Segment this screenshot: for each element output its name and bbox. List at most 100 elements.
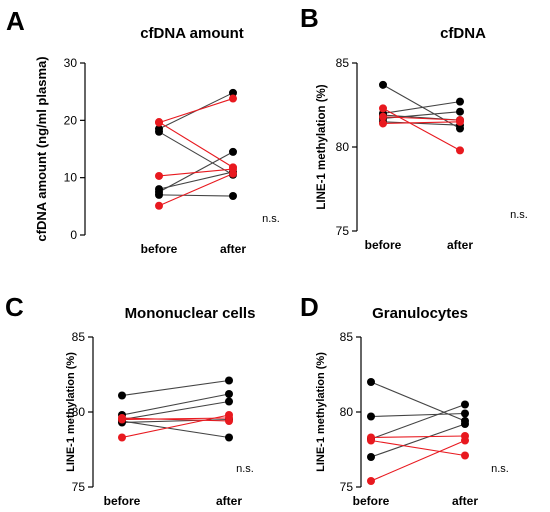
panel-a-data-point [155,190,163,199]
panel-c-y-tick-label: 85 [72,330,86,344]
panel-d-letter: D [300,292,319,322]
panel-a-annotation: n.s. [262,213,280,225]
panel-a-data-point [229,169,237,178]
panel-b-series-line [382,121,461,126]
panel-a-data-point [155,171,163,180]
panel-a-data-point [229,192,237,201]
panel-b-data-point [456,146,464,155]
panel-c-title: Mononuclear cells [125,305,256,322]
panel-a-letter: A [6,6,25,36]
panel-a-series-line [158,171,234,190]
panel-c-x-category-label: before [104,494,141,508]
panel-c-series-line [121,417,230,422]
panel-b-title: cfDNA [440,25,486,42]
panel-c-data-point [225,433,233,442]
panel-a-series-line [158,194,234,197]
panel-c-data-point [225,417,233,425]
panel-d-data-point [461,409,469,418]
panel-d-data-point [461,451,469,460]
panel-b-data-point [379,119,387,128]
panel-a-y-tick-label: 0 [70,228,77,242]
panel-a-series-line [158,121,234,168]
panel-d-ylabel: LINE-1 methylation (%) [315,352,327,472]
panel-a-data-point [155,127,163,136]
panel-b-data-point [379,112,387,121]
panel-d-data-point [367,477,375,485]
panel-d-y-tick-label: 80 [340,405,354,419]
panel-b-letter: B [300,3,319,33]
panel-a-series-line [158,98,234,124]
panel-a-ylabel: cfDNA amount (ng/ml plasma) [34,56,49,241]
panel-c-data-point [225,397,233,406]
panel-c-data-point [225,390,233,398]
panel-d-data-point [461,420,469,428]
panel-a-data-point [229,147,237,156]
panel-c-data-point [118,414,126,422]
panel-d-data-point [367,453,375,461]
panel-b-y-tick-label: 80 [336,140,350,154]
panel-d-data-point [461,400,469,409]
panel-b-series-line [382,101,461,114]
panel-c: C Mononuclear cells 75 80 85 LINE-1 methylati… [5,292,255,508]
panel-a-y-tick-label: 10 [64,171,78,185]
panel-c-data-point [118,391,126,400]
panel-c-y-tick-label: 80 [72,405,86,419]
panel-d-data-point [367,436,375,445]
panel-b-data-point [456,97,464,106]
panel-a-title: cfDNA amount [140,25,244,42]
panel-b-x-category-label: after [447,238,473,252]
panel-a-x-category-label: after [220,242,246,256]
panel-d-series-line [370,435,466,439]
panel-c-series-line [121,400,230,421]
panel-c-series-line [121,393,230,416]
panel-d-data-point [367,378,375,386]
panel-c-annotation: n.s. [236,463,254,475]
panel-d-title: Granulocytes [372,305,468,322]
panel-b-data-point [379,80,387,89]
panel-b-y-tick-label: 75 [336,224,350,238]
panel-c-letter: C [5,292,24,322]
panel-d-series-line [370,412,466,418]
panel-b-y-tick-label: 85 [336,56,350,70]
panel-b-data-point [379,104,387,113]
panel-d: D Granulocytes 75 80 85 LINE-1 methylation (%… [300,292,509,508]
panel-d-series-line [370,439,466,482]
panel-a-series-line [158,168,234,177]
panel-d-series-line [370,439,466,457]
panel-d-data-point [367,412,375,421]
panel-c-series-line [121,417,230,421]
panel-d-series-line [370,423,466,458]
panel-a-y-tick-label: 30 [64,56,78,70]
panel-d-y-tick-label: 75 [340,480,354,494]
panel-a-series-line [158,131,234,176]
panel-d-annotation: n.s. [491,463,509,475]
panel-c-ylabel: LINE-1 methylation (%) [65,352,77,472]
panel-c-data-point [225,376,233,385]
panel-d-x-category-label: after [452,494,478,508]
panel-a-data-point [155,185,163,194]
panel-d-series-line [370,403,466,440]
panel-b-x-category-label: before [365,238,402,252]
panel-b-annotation: n.s. [510,209,528,221]
panel-c-series-line [121,379,230,397]
panel-a-data-point [229,88,237,97]
panel-a-series-line [158,173,234,207]
panel-a-series-line [158,151,234,193]
panel-b-series-line [382,84,461,129]
panel-b-data-point [456,117,464,126]
panel-b-data-point [456,107,464,116]
panel-b-series-line [382,116,461,121]
panel-a-data-point [229,94,237,103]
panel-a-data-point [155,201,163,210]
panel-c-series-line [121,420,230,439]
panel-b-series-line [382,121,461,125]
panel-d-x-category-label: before [353,494,390,508]
panel-c-x-category-label: after [216,494,242,508]
panel-a-y-tick-label: 20 [64,113,78,127]
panel-b-ylabel: LINE-1 methylation (%) [316,84,328,209]
panel-a-data-point [155,118,163,127]
panel-d-y-tick-label: 85 [340,330,354,344]
